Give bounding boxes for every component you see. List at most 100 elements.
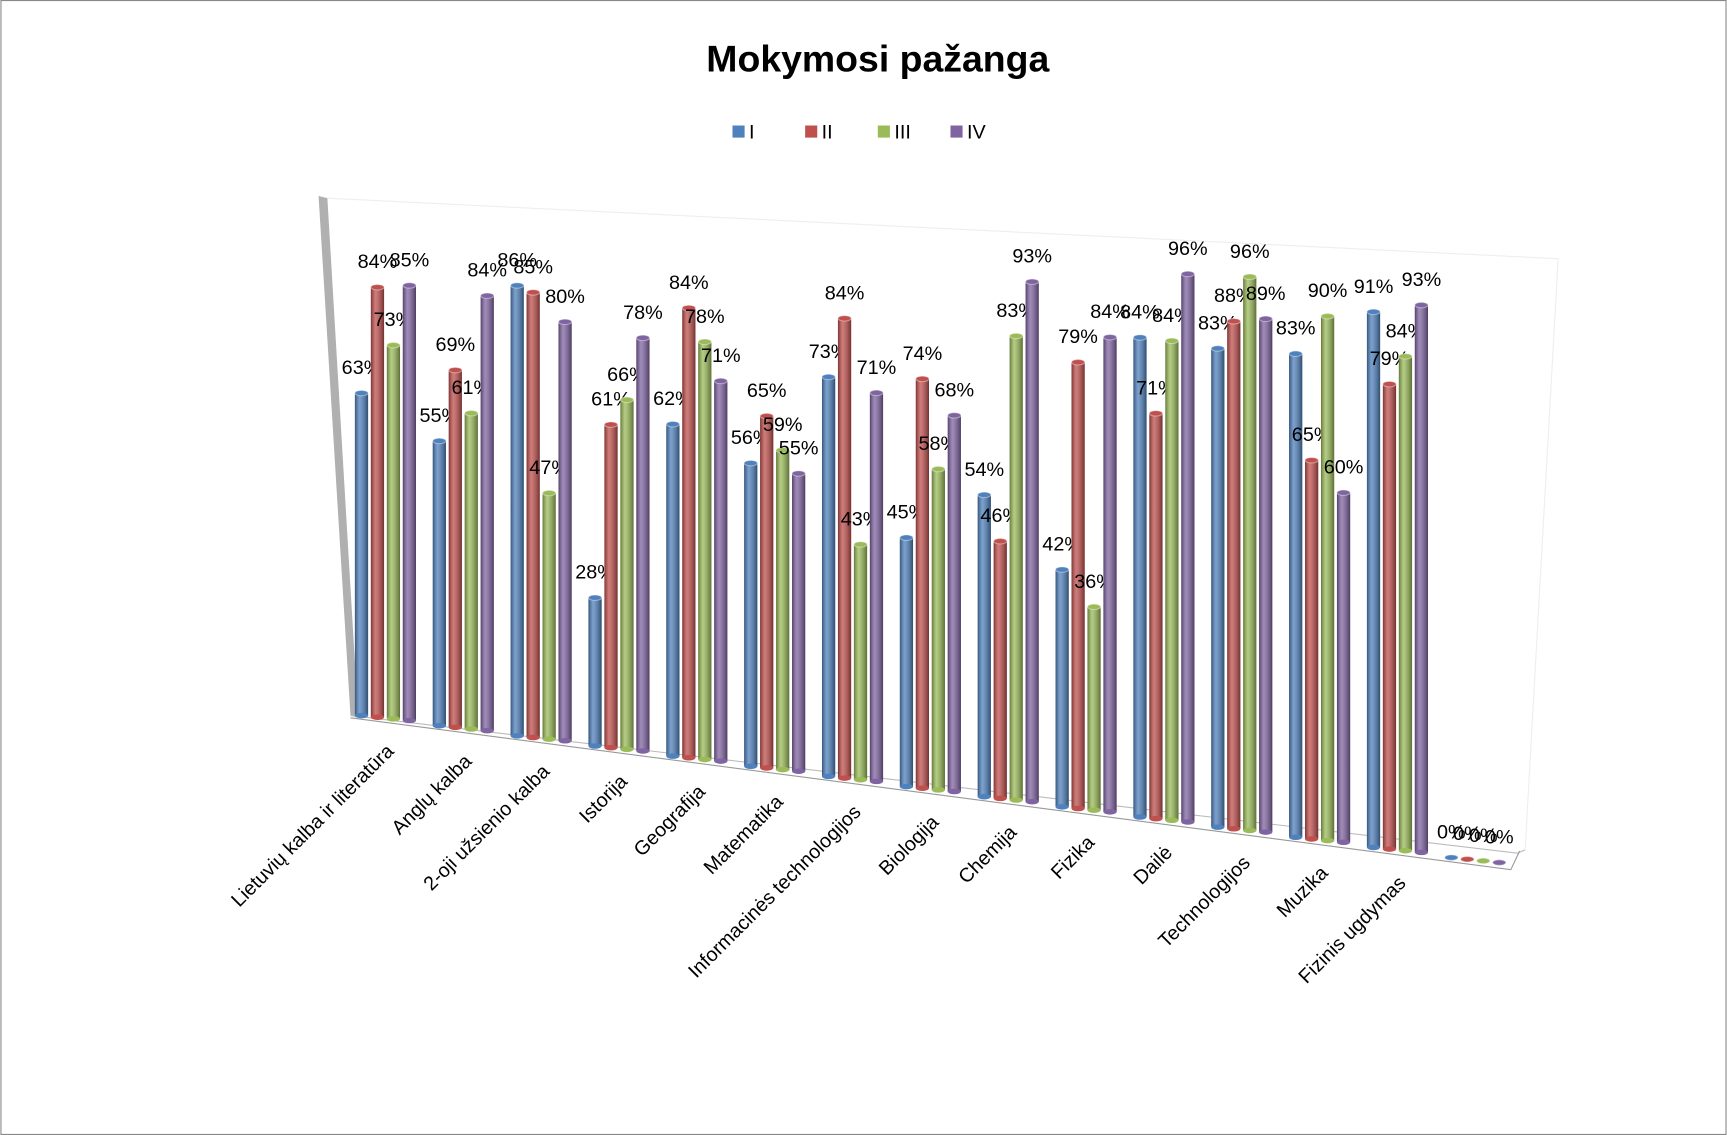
bar-top xyxy=(557,318,573,326)
bar xyxy=(759,412,774,771)
bar-shade xyxy=(1320,316,1335,841)
bar-shade xyxy=(636,337,650,751)
floor-front xyxy=(350,717,1521,871)
bar-shade xyxy=(1009,335,1023,801)
bar-base xyxy=(1211,824,1225,830)
bar-top xyxy=(1304,456,1319,464)
bar xyxy=(821,373,836,780)
bar xyxy=(1444,854,1459,861)
bar xyxy=(1492,859,1507,866)
bar-base xyxy=(853,776,868,783)
bar xyxy=(557,318,573,744)
bar-top xyxy=(1132,334,1148,341)
data-label: 55% xyxy=(779,437,819,459)
chart-title: Mokymosi pažanga xyxy=(706,38,1050,80)
bar-base xyxy=(899,783,914,790)
data-label: 0% xyxy=(1437,822,1466,844)
bar-shade xyxy=(1133,337,1147,818)
bar-top xyxy=(510,282,525,289)
bar-base xyxy=(1087,807,1101,813)
bar-top xyxy=(791,470,806,477)
bar-top xyxy=(464,409,479,417)
bar xyxy=(526,289,541,741)
bar-shade xyxy=(1259,318,1273,833)
bar-shade xyxy=(480,295,494,731)
bar-base xyxy=(869,778,884,785)
legend-label: I xyxy=(749,121,755,143)
bar xyxy=(1054,566,1070,810)
bar-top xyxy=(1476,857,1491,865)
bar-top xyxy=(1242,273,1257,281)
bar xyxy=(1398,353,1413,854)
bar-shade xyxy=(853,544,868,780)
bar-top xyxy=(1180,270,1196,278)
bar-top xyxy=(386,341,401,349)
data-label: 0% xyxy=(1453,823,1482,845)
bar-shade xyxy=(666,424,680,757)
bar-shade xyxy=(1414,305,1429,853)
bar-shade xyxy=(1165,340,1179,821)
bar-top xyxy=(1444,854,1459,861)
bar-top xyxy=(1070,358,1086,366)
bar xyxy=(480,292,495,734)
bar-base xyxy=(714,758,728,764)
bar-top xyxy=(713,377,728,385)
bar-base xyxy=(1289,834,1303,841)
bar-base xyxy=(1398,847,1413,854)
data-label: 84% xyxy=(467,260,507,282)
bar-shade xyxy=(1055,569,1069,807)
bar xyxy=(931,465,946,793)
bar xyxy=(464,409,479,732)
bar-shade xyxy=(1071,362,1085,809)
data-label: 54% xyxy=(964,459,1004,481)
bar-top xyxy=(1382,380,1397,388)
bar xyxy=(993,537,1008,802)
bar-top xyxy=(1398,353,1413,360)
bar-base xyxy=(542,736,556,742)
back-wall-top xyxy=(327,197,1559,260)
data-label: 93% xyxy=(1402,269,1442,291)
bar-base xyxy=(432,722,446,729)
bar xyxy=(619,396,635,753)
bar-top xyxy=(743,459,758,467)
bar xyxy=(402,282,417,724)
bar-top xyxy=(1226,317,1241,325)
bar-base xyxy=(1071,805,1085,812)
bar-top xyxy=(1320,312,1335,320)
bar-base xyxy=(604,744,618,751)
data-label: 79% xyxy=(1058,326,1098,348)
bar-shade xyxy=(448,370,462,728)
bar-shade xyxy=(1243,276,1257,831)
data-label: 96% xyxy=(1168,238,1208,260)
bar-top xyxy=(977,491,992,499)
bar-top xyxy=(1492,859,1507,866)
legend-swatch xyxy=(950,125,963,138)
data-label: 78% xyxy=(685,306,725,328)
bar-base xyxy=(510,733,524,739)
bar xyxy=(1304,456,1319,842)
bar-base xyxy=(1336,839,1351,845)
bar-top xyxy=(541,489,557,497)
bar xyxy=(1288,350,1303,841)
bar-top xyxy=(775,446,790,454)
bar-top xyxy=(869,389,884,397)
bar-shade xyxy=(526,292,540,738)
data-label: 90% xyxy=(1308,280,1348,302)
bar-base xyxy=(666,753,680,759)
bar-shade xyxy=(899,537,914,787)
bar-base xyxy=(1227,826,1241,832)
bar-shade xyxy=(744,463,758,767)
bar-base xyxy=(636,748,650,754)
bar-top xyxy=(354,389,369,397)
bar-base xyxy=(526,734,540,741)
bar-shade xyxy=(354,393,369,716)
bar xyxy=(775,446,790,773)
data-label: 96% xyxy=(1230,241,1270,263)
bar-top xyxy=(1288,350,1303,357)
data-label: 0% xyxy=(1469,825,1498,847)
bar-base xyxy=(744,763,758,770)
bar-base xyxy=(1133,814,1147,820)
bar-top xyxy=(993,537,1008,545)
bar-top xyxy=(821,373,836,381)
bar-base xyxy=(682,755,696,761)
